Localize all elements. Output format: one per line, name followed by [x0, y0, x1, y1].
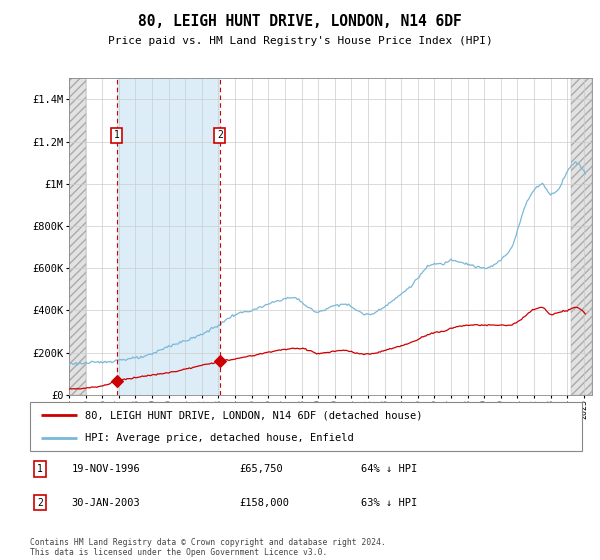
Text: Contains HM Land Registry data © Crown copyright and database right 2024.
This d: Contains HM Land Registry data © Crown c… [30, 538, 386, 557]
Text: £158,000: £158,000 [240, 498, 290, 507]
Text: 80, LEIGH HUNT DRIVE, LONDON, N14 6DF: 80, LEIGH HUNT DRIVE, LONDON, N14 6DF [138, 14, 462, 29]
Text: 30-JAN-2003: 30-JAN-2003 [71, 498, 140, 507]
Text: 80, LEIGH HUNT DRIVE, LONDON, N14 6DF (detached house): 80, LEIGH HUNT DRIVE, LONDON, N14 6DF (d… [85, 410, 422, 421]
Text: 2: 2 [217, 130, 223, 141]
Text: Price paid vs. HM Land Registry's House Price Index (HPI): Price paid vs. HM Land Registry's House … [107, 36, 493, 46]
Bar [571, 78, 592, 395]
Bar [571, 78, 592, 395]
Bar [69, 78, 86, 395]
Text: 19-NOV-1996: 19-NOV-1996 [71, 464, 140, 474]
Bar [117, 78, 220, 395]
Point [215, 357, 224, 366]
Text: 1: 1 [37, 464, 43, 474]
FancyBboxPatch shape [30, 402, 582, 451]
Text: HPI: Average price, detached house, Enfield: HPI: Average price, detached house, Enfi… [85, 433, 354, 444]
Text: 2: 2 [37, 498, 43, 507]
Text: 64% ↓ HPI: 64% ↓ HPI [361, 464, 418, 474]
Point [112, 376, 122, 385]
Bar [69, 78, 86, 395]
Text: £65,750: £65,750 [240, 464, 284, 474]
Text: 1: 1 [114, 130, 120, 141]
Text: 63% ↓ HPI: 63% ↓ HPI [361, 498, 418, 507]
